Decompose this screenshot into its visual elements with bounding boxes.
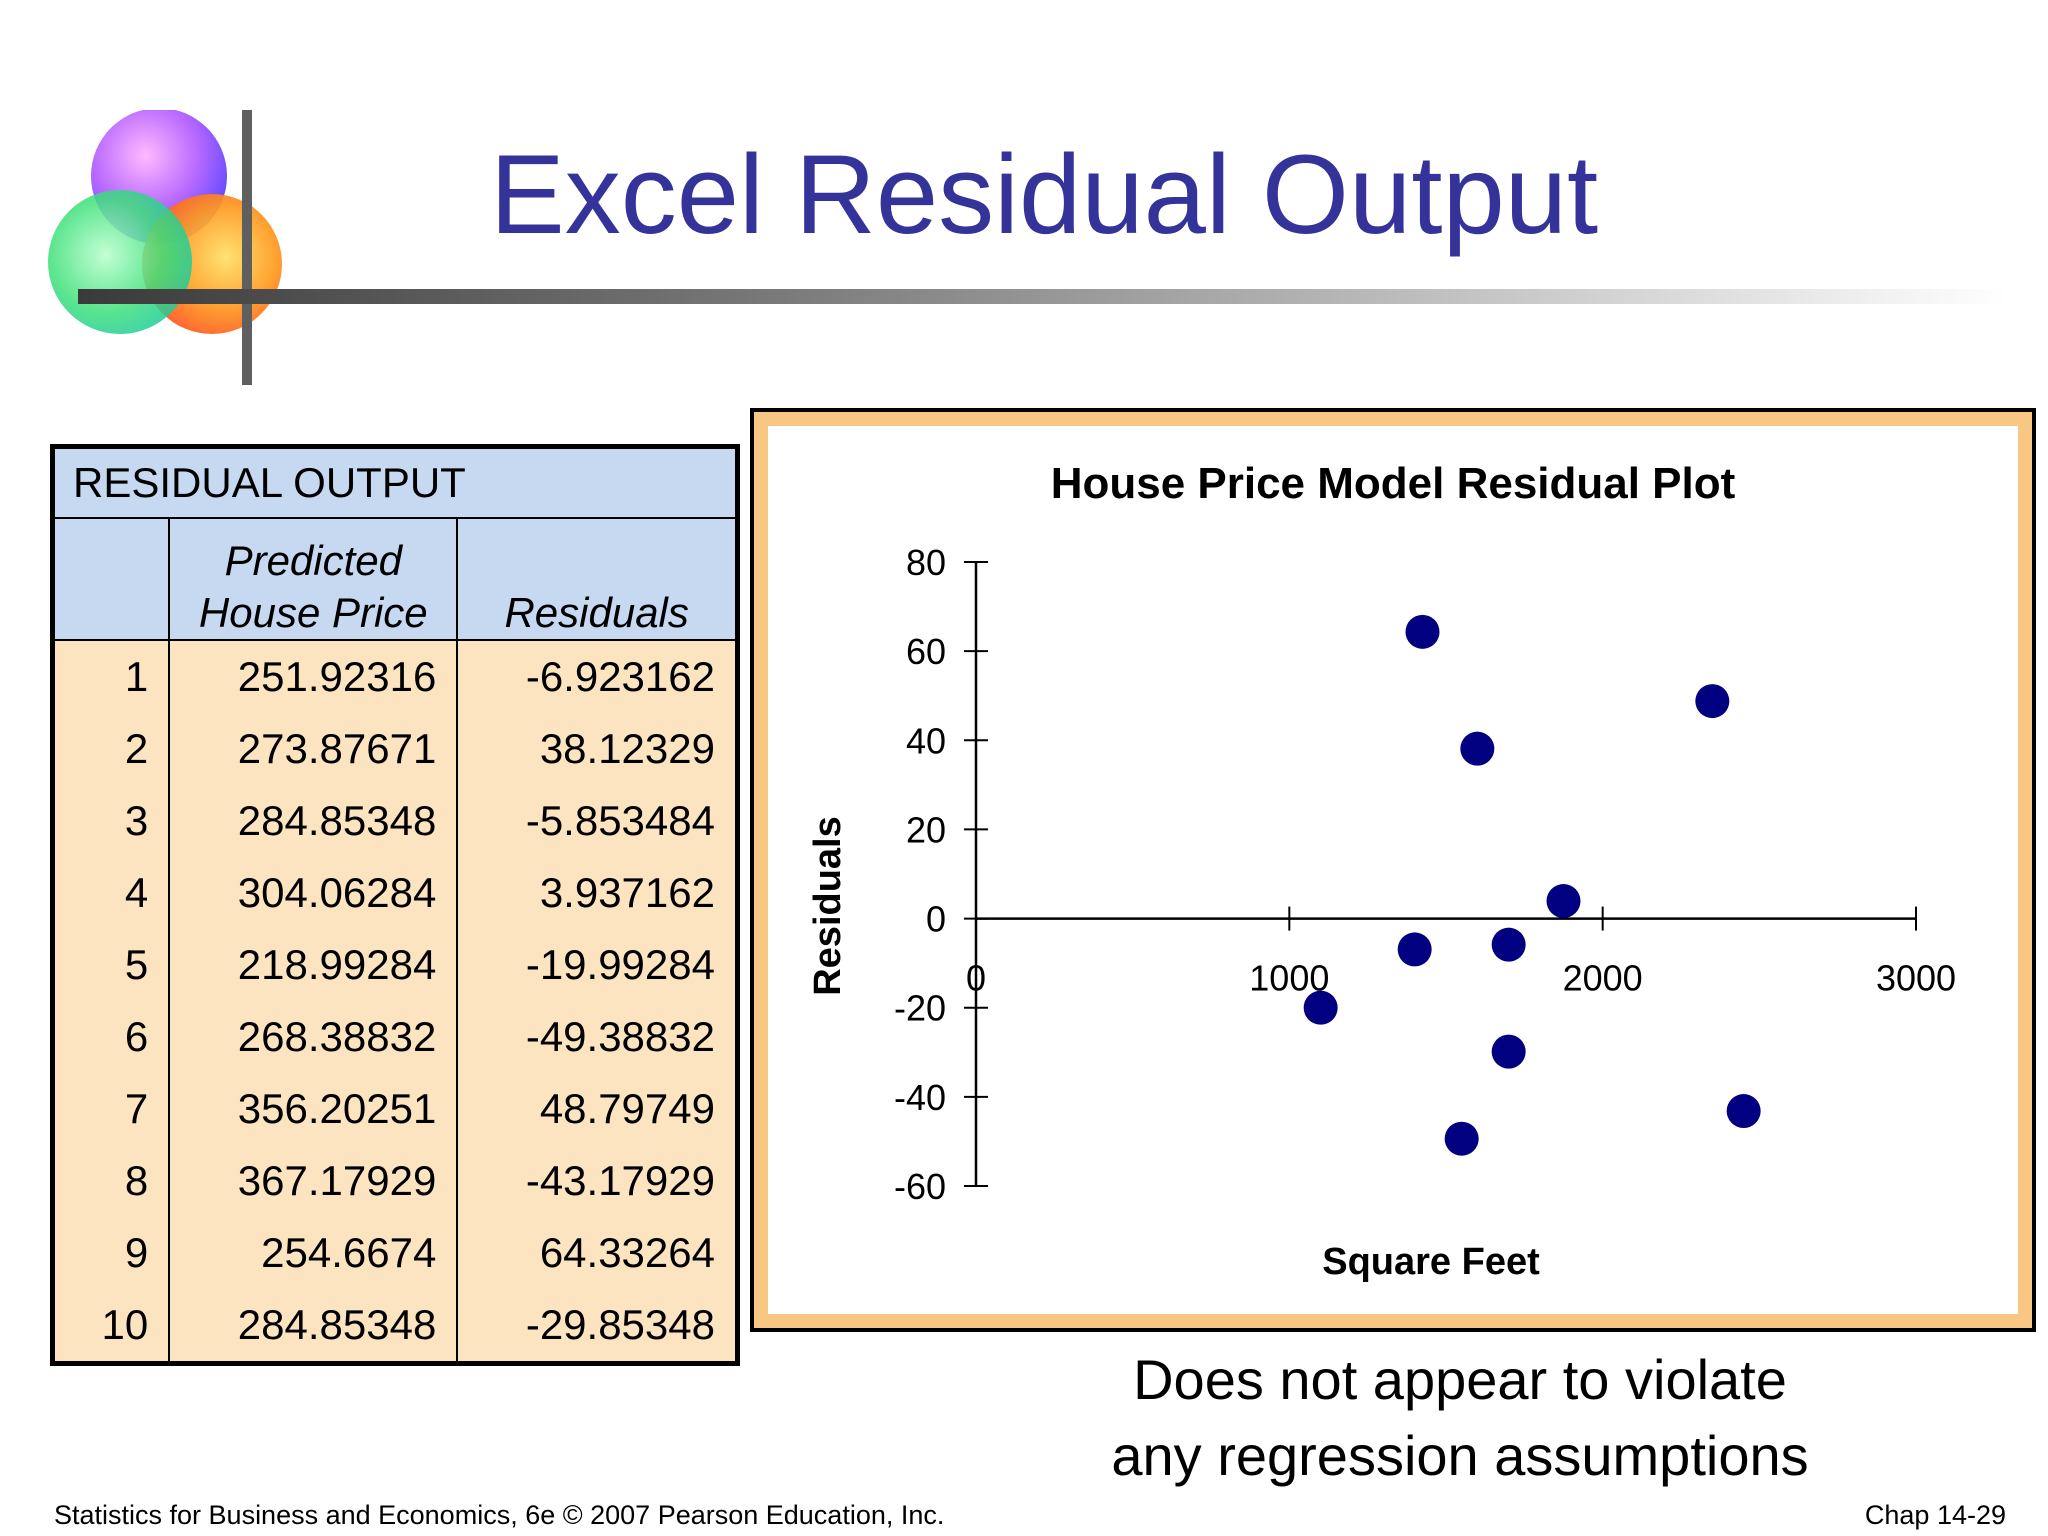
residual-cell: -49.38832 [457, 1001, 738, 1073]
residual-plot-area: House Price Model Residual Plot 80 60 40 20 0… [768, 426, 2018, 1314]
data-point [1491, 927, 1526, 962]
residual-output-table: RESIDUAL OUTPUT Predicted House Price Re… [50, 444, 740, 1366]
table-row: 3 284.85348 -5.853484 [52, 785, 738, 857]
residual-cell: -19.99284 [457, 929, 738, 1001]
residual-cell: -5.853484 [457, 785, 738, 857]
row-index-cell: 8 [52, 1145, 171, 1217]
row-index-cell: 10 [52, 1289, 171, 1364]
residual-cell: -43.17929 [457, 1145, 738, 1217]
table-row: 8 367.17929 -43.17929 [52, 1145, 738, 1217]
caption-line-2: any regression assumptions [1111, 1424, 1809, 1487]
y-tick-label: 60 [906, 631, 946, 672]
footer-page-number: Chap 14-29 [1864, 1500, 2006, 1530]
y-tick-label: 40 [906, 720, 946, 761]
table-row: 5 218.99284 -19.99284 [52, 929, 738, 1001]
data-point [1546, 884, 1581, 919]
data-point [1303, 990, 1338, 1025]
row-index-cell: 9 [52, 1217, 171, 1289]
residual-cell: 64.33264 [457, 1217, 738, 1289]
logo-icon [48, 110, 282, 385]
data-point [1444, 1121, 1479, 1156]
predicted-price-cell: 367.17929 [169, 1145, 459, 1217]
y-tick-label: 0 [926, 899, 946, 940]
table-row: 1 251.92316 -6.923162 [52, 640, 738, 713]
residual-cell: 38.12329 [457, 713, 738, 785]
residual-plot-frame: House Price Model Residual Plot 80 60 40 20 0… [750, 408, 2036, 1332]
y-tick-label: 80 [906, 542, 946, 583]
header-index [52, 518, 171, 641]
data-point [1695, 684, 1730, 719]
predicted-price-cell: 251.92316 [169, 640, 459, 713]
table-row: 10 284.85348 -29.85348 [52, 1289, 738, 1364]
table-row: 2 273.87671 38.12329 [52, 713, 738, 785]
row-index-cell: 2 [52, 713, 171, 785]
x-axis-label: Square Feet [1322, 1241, 1540, 1283]
header-predicted-line1: Predicted [224, 537, 402, 584]
predicted-price-cell: 356.20251 [169, 1073, 459, 1145]
data-point [1405, 614, 1440, 649]
x-tick-label: 3000 [1876, 958, 1956, 999]
row-index-cell: 4 [52, 857, 171, 929]
predicted-price-cell: 273.87671 [169, 713, 459, 785]
y-tick-label: -20 [894, 988, 946, 1029]
residual-cell: -29.85348 [457, 1289, 738, 1364]
caption: Does not appear to violate any regressio… [1050, 1342, 1870, 1494]
predicted-price-cell: 218.99284 [169, 929, 459, 1001]
predicted-price-cell: 304.06284 [169, 857, 459, 929]
page-title: Excel Residual Output [490, 132, 1599, 257]
row-index-cell: 6 [52, 1001, 171, 1073]
data-point [1726, 1094, 1761, 1129]
y-tick-label: -60 [894, 1166, 946, 1207]
row-index-cell: 7 [52, 1073, 171, 1145]
residual-cell: -6.923162 [457, 640, 738, 713]
table-row: 7 356.20251 48.79749 [52, 1073, 738, 1145]
title-underline [78, 289, 2008, 304]
y-axis-label: Residuals [807, 816, 849, 996]
residual-cell: 48.79749 [457, 1073, 738, 1145]
x-tick-label: 2000 [1563, 958, 1643, 999]
x-tick-label: 0 [966, 958, 986, 999]
predicted-price-cell: 284.85348 [169, 785, 459, 857]
predicted-price-cell: 254.6674 [169, 1217, 459, 1289]
y-tick-label: -40 [894, 1077, 946, 1118]
row-index-cell: 3 [52, 785, 171, 857]
chart-title: House Price Model Residual Plot [1051, 459, 1736, 508]
header-residuals: Residuals [457, 518, 738, 641]
predicted-price-cell: 284.85348 [169, 1289, 459, 1364]
row-index-cell: 1 [52, 640, 171, 713]
header-predicted: Predicted House Price [169, 518, 459, 641]
residual-plot: House Price Model Residual Plot806040200… [807, 459, 1956, 1283]
table-title: RESIDUAL OUTPUT [52, 446, 738, 519]
header-predicted-line2: House Price [198, 589, 428, 636]
footer-copyright: Statistics for Business and Economics, 6… [54, 1500, 945, 1530]
table-row: 9 254.6674 64.33264 [52, 1217, 738, 1289]
data-point [1491, 1034, 1526, 1069]
data-point [1397, 932, 1432, 967]
predicted-price-cell: 268.38832 [169, 1001, 459, 1073]
y-tick-label: 20 [906, 809, 946, 850]
table-row: 6 268.38832 -49.38832 [52, 1001, 738, 1073]
row-index-cell: 5 [52, 929, 171, 1001]
table-row: 4 304.06284 3.937162 [52, 857, 738, 929]
residual-cell: 3.937162 [457, 857, 738, 929]
caption-line-1: Does not appear to violate [1133, 1348, 1787, 1411]
data-point [1460, 731, 1495, 766]
